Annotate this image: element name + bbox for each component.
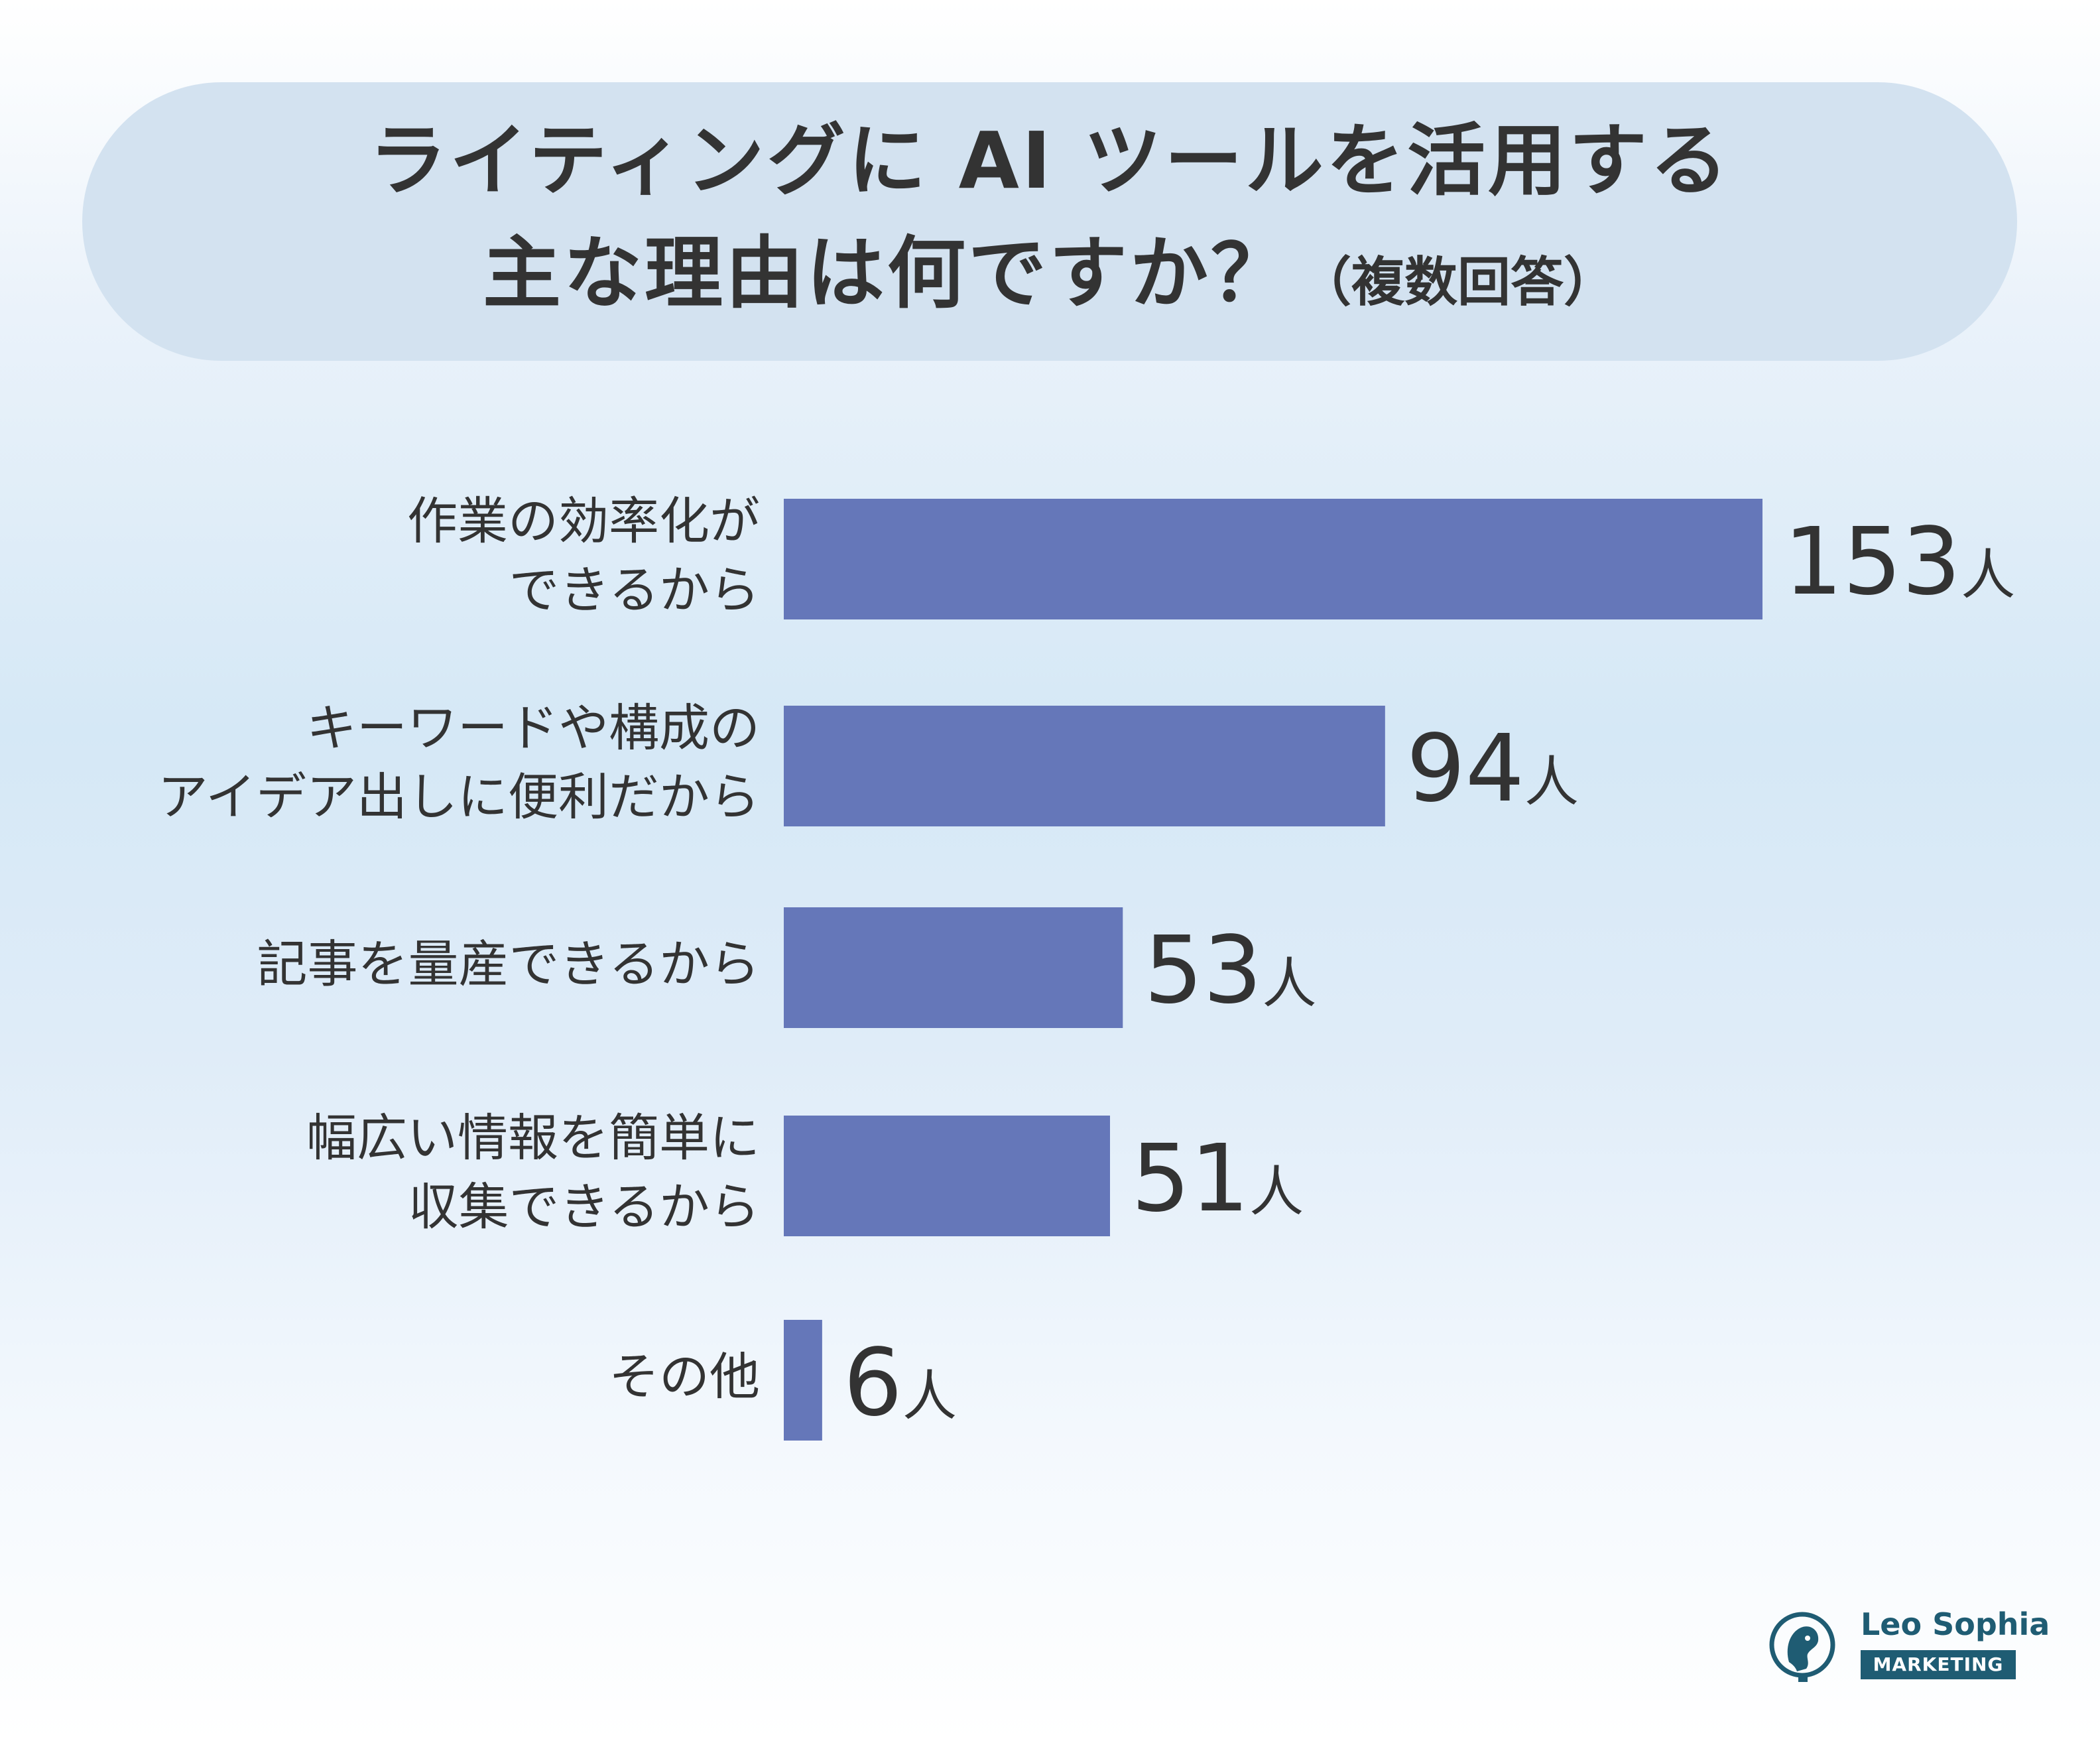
title-question: 主な理由は何ですか？ xyxy=(482,227,1292,319)
category-label-1-1: アイデア出しに便利だから xyxy=(158,767,760,826)
bar-2 xyxy=(784,907,1123,1028)
category-label-4-0: その他 xyxy=(609,1347,760,1406)
category-label-0-1: できるから xyxy=(509,560,760,619)
value-label-1: 94人 xyxy=(1406,715,1579,823)
category-label-2-0: 記事を量産できるから xyxy=(257,935,760,994)
value-label-4: 6人 xyxy=(843,1329,957,1437)
brand-logo: Leo Sophia MARKETING xyxy=(1769,1605,2050,1685)
title-line-1: ライティングに AI ツールを活用する xyxy=(369,115,1731,206)
value-label-2: 53人 xyxy=(1144,917,1316,1025)
category-label-3-0: 幅広い情報を簡単に xyxy=(306,1108,760,1167)
logo-name: Leo Sophia xyxy=(1861,1606,2050,1642)
bar-0 xyxy=(784,499,1762,619)
bar-1 xyxy=(784,706,1385,826)
title-banner: ライティングに AI ツールを活用する 主な理由は何ですか？ （複数回答） xyxy=(82,82,2017,361)
lion-head-icon xyxy=(1769,1612,1835,1682)
category-label-3-1: 収集できるから xyxy=(408,1177,760,1236)
value-label-0: 153人 xyxy=(1784,508,2015,616)
category-label-0-0: 作業の効率化が xyxy=(407,491,760,550)
title-line-2: 主な理由は何ですか？ （複数回答） xyxy=(483,217,1617,339)
category-label-1-0: キーワードや構成の xyxy=(306,698,760,757)
title-note: （複数回答） xyxy=(1298,251,1617,313)
logo-tag: MARKETING xyxy=(1861,1650,2016,1679)
value-label-3: 51人 xyxy=(1131,1125,1304,1233)
bar-3 xyxy=(784,1116,1110,1236)
bar-4 xyxy=(784,1320,822,1441)
